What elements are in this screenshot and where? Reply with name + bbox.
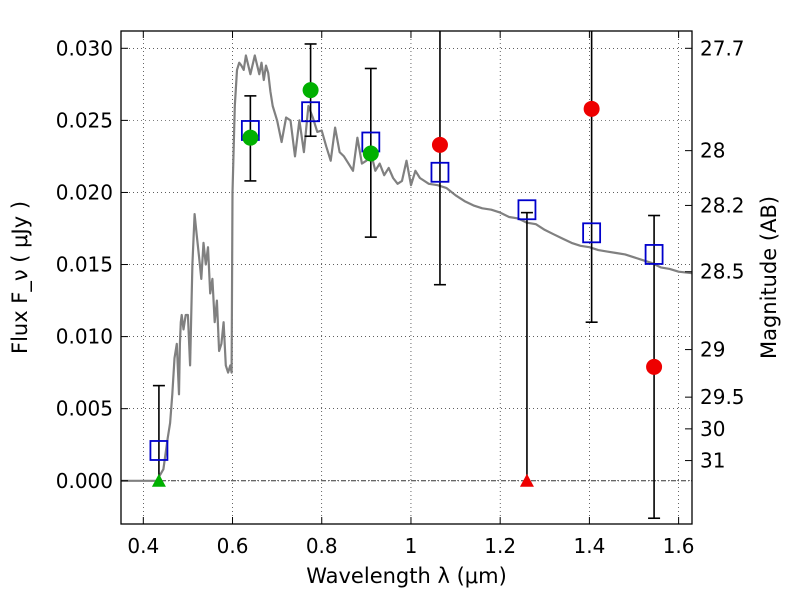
right-tick-label: 28.5	[700, 260, 745, 284]
y-tick-label: 0.030	[56, 36, 113, 60]
axis-ticks: 0.4 0.6 0.8 1 1.2 1.4 1.6 0.000 0.005 0.010 0.015 0…	[56, 31, 745, 558]
right-tick-label: 27.7	[700, 36, 745, 60]
model-flux-square	[149, 440, 169, 461]
right-axis-title: Magnitude (AB)	[757, 196, 781, 359]
y-tick-label: 0.025	[56, 108, 113, 132]
upper-limit-marker	[151, 473, 166, 487]
x-tick-label: 1	[405, 534, 418, 558]
model-flux-square	[430, 161, 450, 183]
observed-flux-point	[583, 100, 600, 117]
right-tick-label: 28.2	[700, 193, 745, 217]
observed-flux-point	[242, 129, 259, 146]
y-tick-label: 0.000	[56, 469, 113, 493]
right-tick-label: 29	[700, 338, 725, 362]
right-tick-label: 29.5	[700, 385, 745, 409]
model-flux-square	[301, 101, 320, 123]
observed-flux-point	[362, 145, 379, 162]
x-tick-label: 0.4	[127, 534, 159, 558]
x-axis-title: Wavelength λ (μm)	[306, 564, 507, 588]
right-tick-label: 31	[700, 449, 725, 473]
y-tick-label: 0.010	[56, 325, 113, 349]
plot-frame	[120, 30, 693, 525]
upper-limit-marker	[519, 473, 534, 487]
x-tick-label: 0.8	[306, 534, 338, 558]
y-axis-title: Flux F_ν ( μJy )	[8, 201, 33, 354]
observed-flux-point	[302, 82, 319, 99]
y-tick-label: 0.005	[56, 397, 113, 421]
model-flux-square	[582, 222, 602, 244]
model-flux-square	[517, 199, 537, 221]
y-tick-label: 0.020	[56, 180, 113, 204]
x-tick-label: 1.2	[484, 534, 516, 558]
observed-flux-point	[646, 358, 663, 375]
x-tick-label: 1.4	[573, 534, 605, 558]
y-tick-label: 0.015	[56, 253, 113, 277]
x-tick-label: 0.6	[217, 534, 249, 558]
right-tick-label: 28	[700, 139, 725, 163]
observed-flux-point	[431, 136, 448, 153]
x-tick-label: 1.6	[663, 534, 695, 558]
model-flux-square	[644, 244, 664, 265]
series-layer	[121, 31, 693, 520]
right-tick-label: 30	[700, 417, 725, 441]
